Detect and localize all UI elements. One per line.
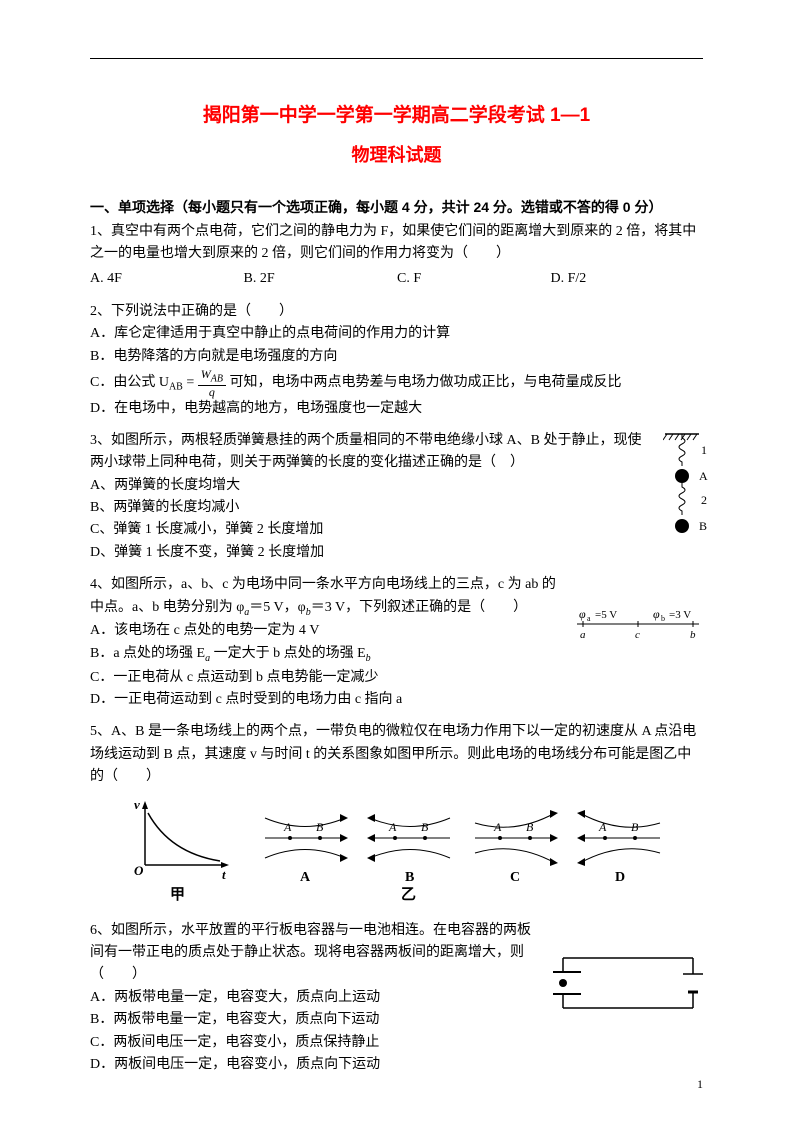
q3-text: 3、如图所示，两根轻质弹簧悬挂的两个质量相同的不带电绝缘小球 A、B 处于静止，…	[90, 430, 643, 475]
q3-opt-a: A、两弹簧的长度均增大	[90, 475, 643, 497]
svg-text:甲: 甲	[170, 886, 185, 903]
q2c-den: q	[198, 386, 226, 398]
q3-opt-b: B、两弹簧的长度均减小	[90, 497, 643, 519]
page-number: 1	[697, 1077, 703, 1092]
q4-opt-c: C．一正电荷从 c 点运动到 b 点电势能一定减少	[90, 667, 563, 689]
svg-text:=5 V: =5 V	[595, 609, 617, 621]
q3-label-1: 1	[701, 443, 707, 457]
q1-text: 1、真空中有两个点电荷，它们之间的静电力为 F，如果使它们间的距离增大到原来的 …	[90, 221, 703, 266]
q4-m2: ＝3 V，下列叙述正确的是（ ）	[311, 600, 527, 615]
q1-opt-a: A. 4F	[90, 266, 240, 291]
field-line-diagrams-icon: v O t 甲 A B A	[130, 795, 670, 905]
question-1: 1、真空中有两个点电荷，它们之间的静电力为 F，如果使它们间的距离增大到原来的 …	[90, 221, 703, 291]
svg-text:乙: 乙	[401, 887, 416, 903]
q3-label-2: 2	[701, 493, 707, 507]
exam-title: 揭阳第一中学一学第一学期高二学段考试 1—1	[90, 100, 703, 127]
svg-text:=3 V: =3 V	[669, 609, 691, 621]
svg-text:B: B	[631, 820, 639, 834]
q2-opt-d: D．在电场中，电势越高的地方，电场强度也一定越大	[90, 398, 703, 420]
section-1-heading: 一、单项选择（每小题只有一个选项正确，每小题 4 分，共计 24 分。选错或不答…	[90, 197, 703, 217]
q4-opt-a: A．该电场在 c 点处的电势一定为 4 V	[90, 620, 563, 642]
q2-text: 2、下列说法中正确的是（ ）	[90, 301, 703, 323]
svg-text:a: a	[587, 614, 591, 623]
q4-opt-b: B．a 点处的场强 Ea 一定大于 b 点处的场强 Eb	[90, 643, 563, 667]
q6-text: 6、如图所示，水平放置的平行板电容器与一电池相连。在电容器的两板间有一带正电的质…	[90, 920, 543, 987]
q6-opt-a: A．两板带电量一定，电容变大，质点向上运动	[90, 987, 543, 1009]
q3-label-b: B	[699, 519, 707, 533]
q3-opt-d: D、弹簧 1 长度不变，弹簧 2 长度增加	[90, 542, 643, 564]
svg-text:C: C	[510, 870, 520, 885]
q2c-pre: C．由公式 U	[90, 375, 169, 390]
svg-text:a: a	[580, 629, 586, 641]
svg-text:A: A	[300, 870, 311, 885]
svg-text:B: B	[421, 820, 429, 834]
q2c-sub: AB	[169, 382, 183, 393]
svg-text:A: A	[598, 820, 607, 834]
q6-opt-b: B．两板带电量一定，电容变大，质点向下运动	[90, 1009, 543, 1031]
q3-opt-c: C、弹簧 1 长度减小，弹簧 2 长度增加	[90, 519, 643, 541]
page: 揭阳第一中学一学第一学期高二学段考试 1—1 物理科试题 一、单项选择（每小题只…	[0, 0, 793, 1122]
q1-opt-d: D. F/2	[551, 266, 587, 291]
q6-figure	[553, 948, 703, 1023]
svg-text:A: A	[388, 820, 397, 834]
svg-text:B: B	[526, 820, 534, 834]
svg-text:O: O	[134, 863, 144, 878]
q6-opt-c: C．两板间电压一定，电容变小，质点保持静止	[90, 1032, 543, 1054]
q6-opt-d: D．两板间电压一定，电容变小，质点向下运动	[90, 1054, 543, 1076]
q1-opt-c: C. F	[397, 266, 547, 291]
q2c-mid: =	[183, 375, 198, 390]
svg-text:t: t	[222, 867, 226, 882]
q5-figure: v O t 甲 A B A	[130, 795, 703, 910]
q1-opt-b: B. 2F	[244, 266, 394, 291]
spring-diagram-icon: 1 A 2 B	[663, 430, 709, 550]
question-2: 2、下列说法中正确的是（ ） A．库仑定律适用于真空中静止的点电荷间的作用力的计…	[90, 301, 703, 420]
svg-text:A: A	[493, 820, 502, 834]
svg-text:b: b	[661, 614, 665, 623]
q3-figure: 1 A 2 B	[663, 430, 709, 550]
q4b-pre: B．a 点处的场强 E	[90, 646, 205, 661]
exam-subtitle: 物理科试题	[90, 141, 703, 167]
svg-text:b: b	[690, 629, 696, 641]
svg-text:B: B	[316, 820, 324, 834]
q2c-num: WAB	[198, 368, 226, 385]
capacitor-circuit-icon	[553, 948, 703, 1018]
question-4: 4、如图所示，a、b、c 为电场中同一条水平方向电场线上的三点，c 为 ab 的…	[90, 574, 703, 711]
svg-text:φ: φ	[653, 607, 660, 621]
q2c-post: 可知，电场中两点电势差与电场力做功成正比，与电荷量成反比	[226, 375, 622, 390]
q4-text: 4、如图所示，a、b、c 为电场中同一条水平方向电场线上的三点，c 为 ab 的…	[90, 574, 563, 620]
svg-text:A: A	[283, 820, 292, 834]
q4b-s2: b	[366, 653, 371, 664]
svg-text:φ: φ	[579, 607, 586, 621]
q2-opt-a: A．库仑定律适用于真空中静止的点电荷间的作用力的计算	[90, 323, 703, 345]
q2c-fraction: WABq	[198, 368, 226, 397]
q2-opt-b: B．电势降落的方向就是电场强度的方向	[90, 346, 703, 368]
q1-options: A. 4F B. 2F C. F D. F/2	[90, 266, 703, 291]
header-rule	[90, 58, 703, 59]
q4-figure: φa=5 V φb=3 V a c b	[573, 606, 703, 651]
svg-text:c: c	[635, 629, 640, 641]
svg-text:B: B	[405, 870, 414, 885]
svg-text:D: D	[615, 870, 625, 885]
question-6: 6、如图所示，水平放置的平行板电容器与一电池相连。在电容器的两板间有一带正电的质…	[90, 920, 703, 1077]
q4b-mid: 一定大于 b 点处的场强 E	[210, 646, 366, 661]
question-5: 5、A、B 是一条电场线上的两个点，一带负电的微粒仅在电场力作用下以一定的初速度…	[90, 721, 703, 909]
question-3: 3、如图所示，两根轻质弹簧悬挂的两个质量相同的不带电绝缘小球 A、B 处于静止，…	[90, 430, 703, 564]
q2-opt-c: C．由公式 UAB = WABq 可知，电场中两点电势差与电场力做功成正比，与电…	[90, 368, 703, 397]
svg-text:v: v	[134, 797, 140, 812]
q4-m1: ＝5 V，φ	[249, 600, 305, 615]
potential-line-icon: φa=5 V φb=3 V a c b	[573, 606, 703, 646]
q3-label-a: A	[699, 469, 708, 483]
q4-opt-d: D．一正电荷运动到 c 点时受到的电场力由 c 指向 a	[90, 689, 563, 711]
q5-text: 5、A、B 是一条电场线上的两个点，一带负电的微粒仅在电场力作用下以一定的初速度…	[90, 721, 703, 788]
